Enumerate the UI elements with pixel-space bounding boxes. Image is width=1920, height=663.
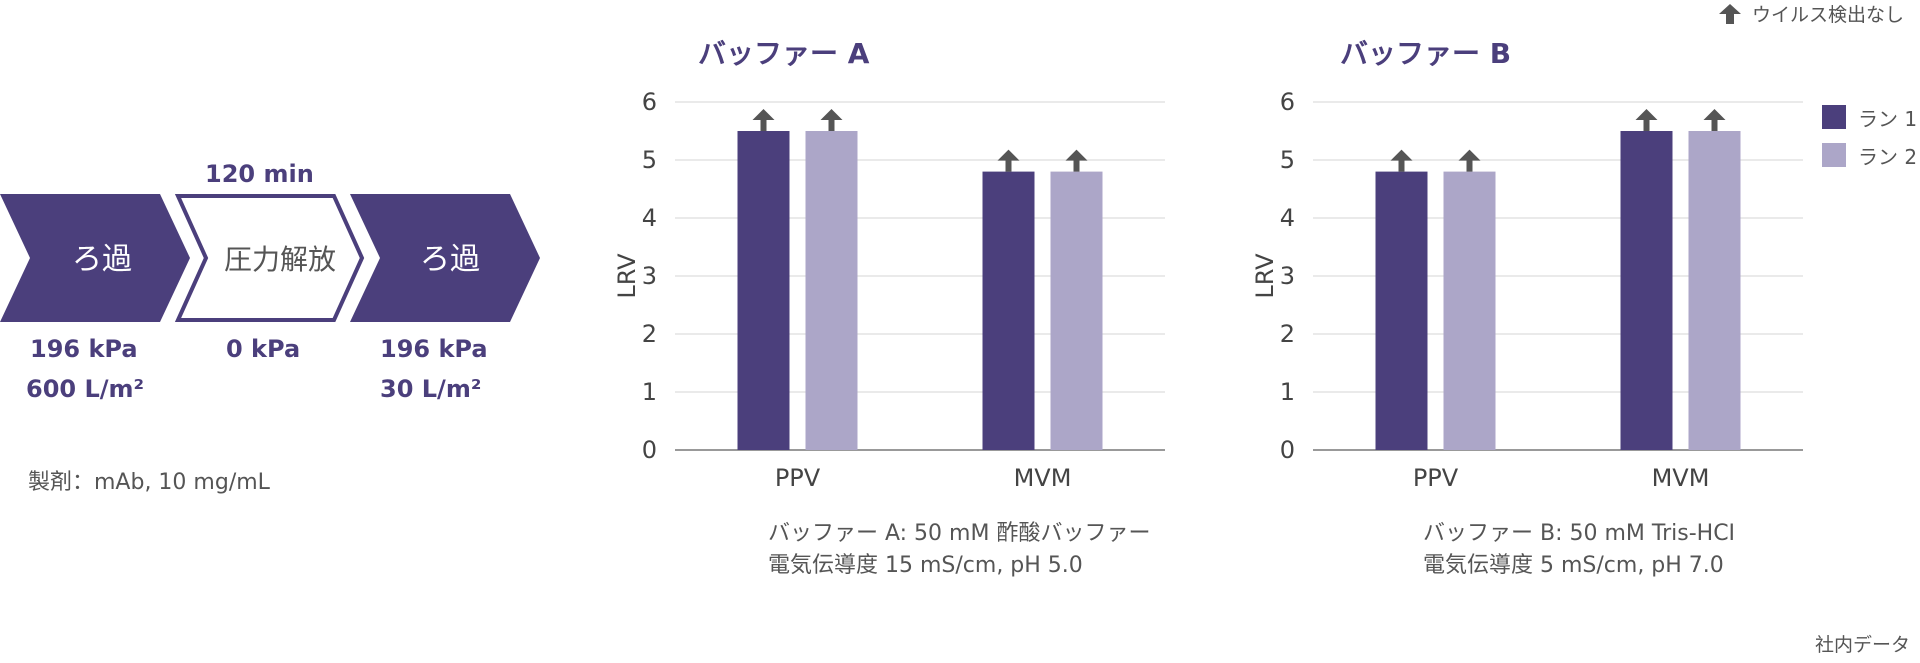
chart-a-y-tick-label: 0 <box>642 436 657 464</box>
chart-a-no-virus-arrow-icon <box>1065 149 1088 172</box>
chart-a-title: バッファー A <box>698 37 870 70</box>
chart-b-no-virus-arrow-icon <box>1390 149 1413 172</box>
step-2-pressure: 0 kPa <box>226 335 301 363</box>
chart-b-y-tick-label: 6 <box>1280 88 1295 116</box>
step-1-chevron <box>0 194 190 322</box>
chart-b-x-tick-label: MVM <box>1652 464 1710 492</box>
step-3-chevron <box>350 194 540 322</box>
footer-label: 社内データ <box>1815 634 1911 656</box>
legend-swatch-run2 <box>1822 143 1846 167</box>
chart-a-bar-mvm-series2 <box>1050 171 1103 450</box>
formulation-label: 製剤：mAb, 10 mg/mL <box>28 470 270 495</box>
chart-a-x-tick-label: PPV <box>775 464 821 492</box>
chart-a-x-tick-label: MVM <box>1014 464 1072 492</box>
chart-a-no-virus-arrow-icon <box>752 109 775 131</box>
chart-b-bar-ppv-series1 <box>1375 171 1428 450</box>
chart-a-note: バッファー A: 50 mM 酢酸バッファー 電気伝導度 15 mS/cm, p… <box>768 518 1150 582</box>
chart-b-y-tick-label: 3 <box>1280 262 1295 290</box>
chart-b-bar-mvm-series1 <box>1620 131 1673 450</box>
chart-a-no-virus-arrow-icon <box>997 149 1020 172</box>
chart-a-no-virus-arrow-icon <box>820 109 843 131</box>
chart-b-x-tick-label: PPV <box>1413 464 1459 492</box>
step-2-chevron <box>174 194 365 322</box>
chart-a-bar-ppv-series2 <box>805 131 858 450</box>
step-2-label: 圧力解放 <box>224 243 336 276</box>
legend-item-run1: ラン 1 <box>1822 98 1917 136</box>
chart-a-y-axis-label: LRV <box>615 253 641 299</box>
chart-a-y-tick-label: 4 <box>642 204 657 232</box>
chart-b-y-axis-label: LRV <box>1253 253 1279 299</box>
chart-a-bar-ppv-series1 <box>737 131 790 450</box>
legend-swatch-run1 <box>1822 105 1846 129</box>
chart-a: 0 1 2 3 4 5 6 LRV PPV MVM <box>615 88 1165 492</box>
duration-label: 120 min <box>205 160 314 188</box>
chart-b-note-line2: 電気伝導度 5 mS/cm, pH 7.0 <box>1423 553 1724 578</box>
no-virus-legend-label: ウイルス検出なし <box>1752 4 1905 26</box>
chart-b-title: バッファー B <box>1340 37 1512 70</box>
step-3-volume: 30 L/m² <box>380 375 482 403</box>
chart-b-no-virus-arrow-icon <box>1703 109 1726 131</box>
chart-b-no-virus-arrow-icon <box>1635 109 1658 131</box>
chart-b: 0 1 2 3 4 5 6 LRV PPV MVM <box>1253 88 1803 492</box>
chart-b-no-virus-arrow-icon <box>1458 149 1481 172</box>
chart-a-note-line2: 電気伝導度 15 mS/cm, pH 5.0 <box>768 553 1083 578</box>
chart-a-y-tick-label: 2 <box>642 320 657 348</box>
step-3-pressure: 196 kPa <box>380 335 488 363</box>
chart-b-note-line1: バッファー B: 50 mM Tris-HCI <box>1423 521 1736 546</box>
chart-b-y-tick-label: 1 <box>1280 378 1295 406</box>
chart-a-bar-mvm-series1 <box>982 171 1035 450</box>
step-1-volume: 600 L/m² <box>26 375 145 403</box>
chart-b-y-tick-label: 5 <box>1280 146 1295 174</box>
chart-b-bar-mvm-series2 <box>1688 131 1741 450</box>
series-legend: ラン 1 ラン 2 <box>1822 98 1917 174</box>
step-1-label: ろ過 <box>72 242 132 277</box>
step-1-pressure: 196 kPa <box>30 335 138 363</box>
chart-b-y-tick-label: 4 <box>1280 204 1295 232</box>
process-flow: ろ過 圧力解放 ろ過 <box>0 194 540 322</box>
chart-a-y-tick-label: 5 <box>642 146 657 174</box>
chart-a-y-tick-label: 3 <box>642 262 657 290</box>
chart-b-y-tick-label: 0 <box>1280 436 1295 464</box>
chart-b-bar-ppv-series2 <box>1443 171 1496 450</box>
chart-b-note: バッファー B: 50 mM Tris-HCI 電気伝導度 5 mS/cm, p… <box>1423 518 1735 582</box>
chart-a-y-tick-label: 1 <box>642 378 657 406</box>
legend-label-run2: ラン 2 <box>1858 144 1918 169</box>
up-arrow-icon <box>1719 3 1741 24</box>
legend-item-run2: ラン 2 <box>1822 136 1917 174</box>
chart-a-y-tick-label: 6 <box>642 88 657 116</box>
step-3-label: ろ過 <box>420 242 480 277</box>
no-virus-legend: ウイルス検出なし <box>1718 0 1904 27</box>
chart-b-y-tick-label: 2 <box>1280 320 1295 348</box>
legend-label-run1: ラン 1 <box>1858 106 1918 131</box>
chart-a-note-line1: バッファー A: 50 mM 酢酸バッファー <box>768 521 1151 546</box>
